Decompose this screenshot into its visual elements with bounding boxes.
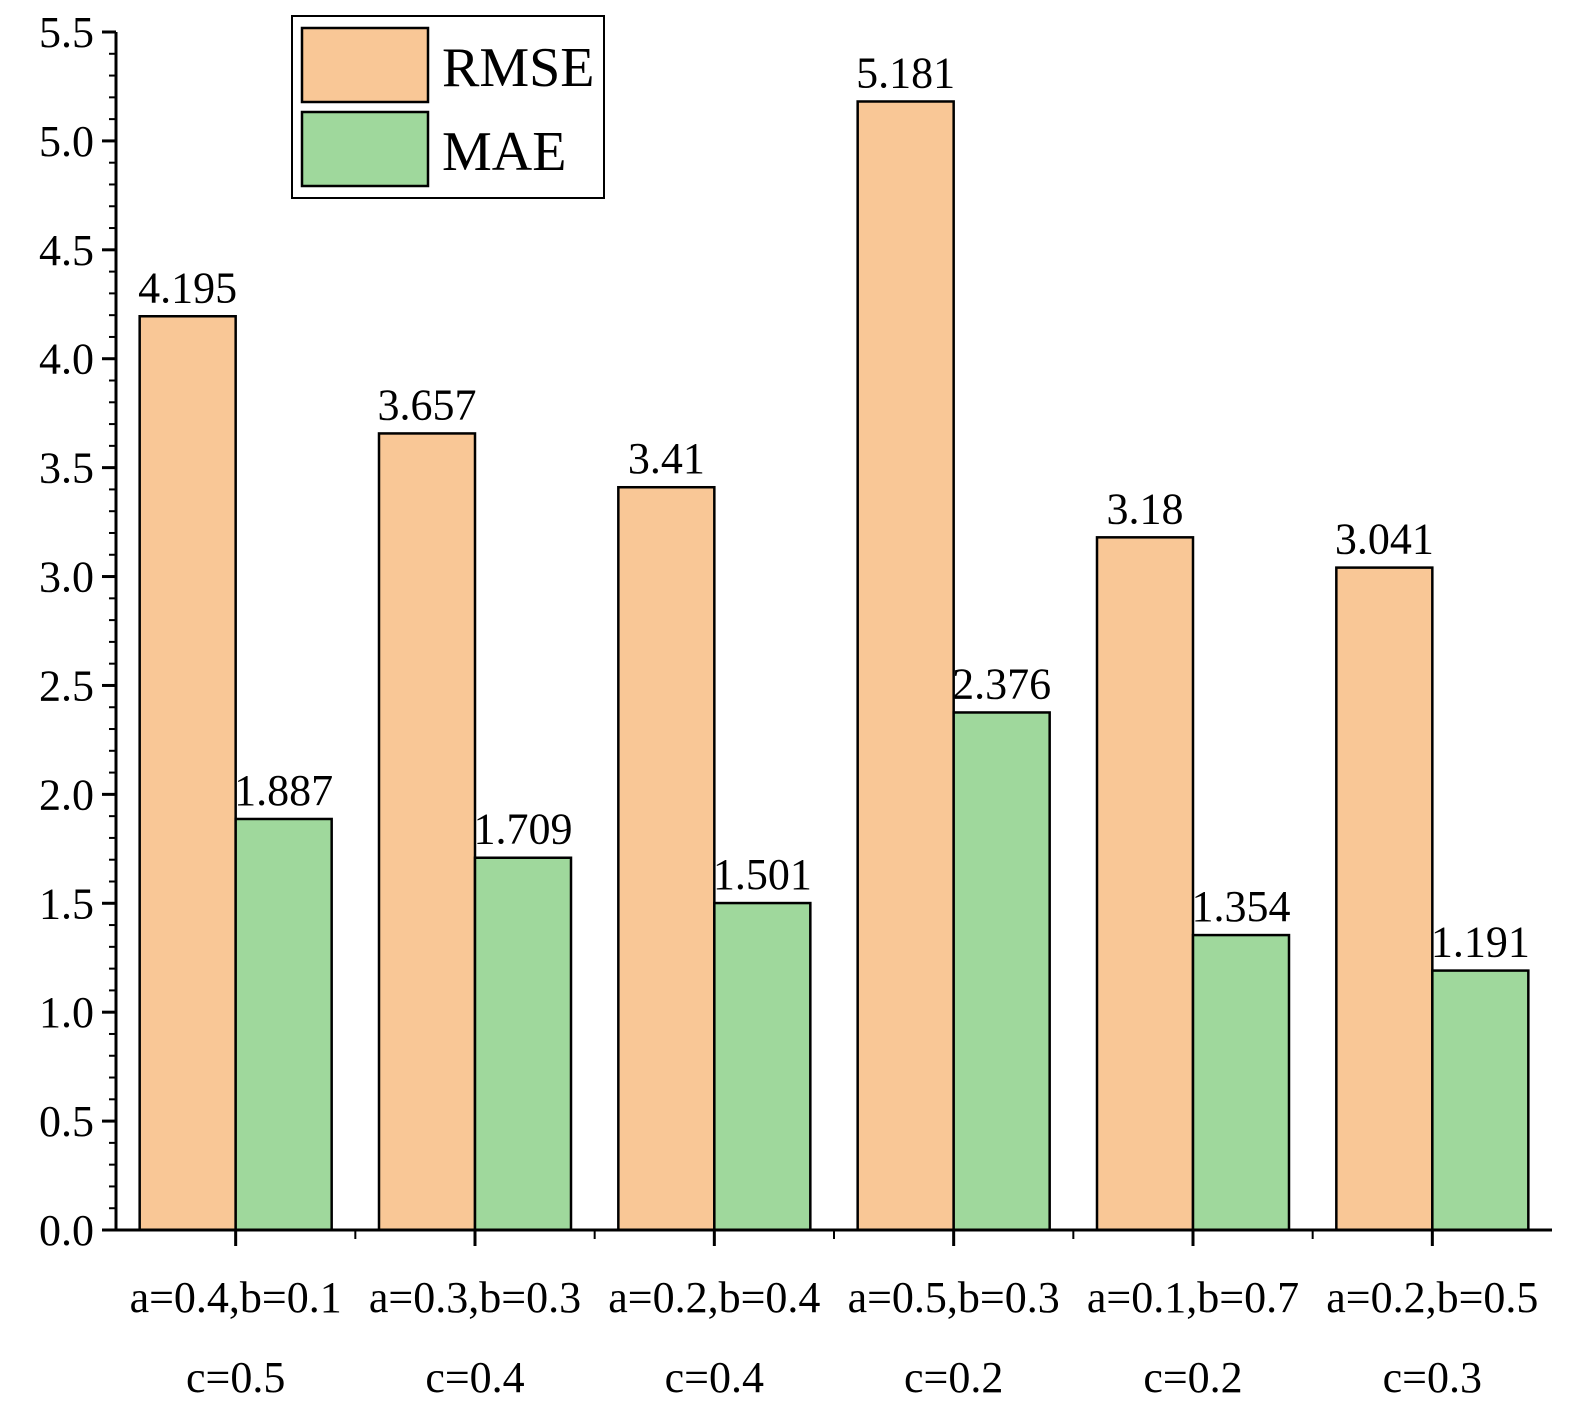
y-tick-label: 5.5 (39, 8, 94, 57)
x-tick-label-line1: a=0.5,b=0.3 (848, 1273, 1060, 1322)
legend-swatch-mae (300, 110, 430, 188)
y-tick-label: 1.5 (39, 879, 94, 928)
x-tick-label-line1: a=0.4,b=0.1 (130, 1273, 342, 1322)
bar-mae-5 (1191, 933, 1291, 1232)
x-tick-label-line2: c=0.3 (1383, 1353, 1482, 1402)
bar-mae-2 (473, 856, 573, 1232)
x-tick-label-line2: c=0.2 (904, 1353, 1003, 1402)
legend-label-mae: MAE (442, 121, 566, 183)
y-tick-label: 0.5 (39, 1097, 94, 1146)
data-label-mae-6: 1.191 (1431, 918, 1530, 967)
y-tick-label: 2.5 (39, 661, 94, 710)
y-tick-label: 2.0 (39, 770, 94, 819)
y-tick-label: 0.0 (39, 1206, 94, 1255)
data-label-mae-3: 1.501 (713, 850, 812, 899)
data-label-mae-5: 1.354 (1192, 882, 1291, 931)
x-tick-label-line1: a=0.1,b=0.7 (1087, 1273, 1299, 1322)
bar-rmse-6 (1335, 566, 1434, 1232)
data-label-mae-4: 2.376 (952, 659, 1051, 708)
bars-layer (138, 100, 1530, 1232)
data-label-rmse-5: 3.18 (1107, 484, 1184, 533)
y-tick-label: 5.0 (39, 117, 94, 166)
axes-layer: 0.0 0.5 1.0 1.5 2.0 2.5 3.0 3.5 4.0 4.5 5.0 5.5 a=0.… (39, 8, 1552, 1402)
y-tick-label: 4.5 (39, 226, 94, 275)
data-label-rmse-1: 4.195 (138, 263, 237, 312)
x-tick-label-line1: a=0.2,b=0.5 (1326, 1273, 1538, 1322)
data-label-rmse-3: 3.41 (628, 434, 705, 483)
bar-mae-3 (713, 901, 812, 1232)
data-label-mae-1: 1.887 (234, 766, 333, 815)
y-tick-label: 3.0 (39, 553, 94, 602)
data-label-mae-2: 1.709 (474, 805, 573, 854)
bar-rmse-2 (377, 432, 477, 1232)
bar-rmse-3 (617, 485, 716, 1232)
data-labels-layer: 4.195 1.887 3.657 1.709 3.41 1.501 5.181 2.376 3… (138, 48, 1530, 966)
x-tick-label-line1: a=0.2,b=0.4 (608, 1273, 820, 1322)
bar-mae-6 (1431, 969, 1530, 1232)
data-label-rmse-6: 3.041 (1335, 515, 1434, 564)
legend-swatch-rmse (300, 26, 430, 104)
x-tick-label-line2: c=0.5 (186, 1353, 285, 1402)
y-tick-label: 4.0 (39, 335, 94, 384)
x-tick-label-line2: c=0.4 (425, 1353, 524, 1402)
bar-mae-1 (234, 817, 333, 1232)
x-tick-label-line1: a=0.3,b=0.3 (369, 1273, 581, 1322)
x-tick-label-line2: c=0.2 (1143, 1353, 1242, 1402)
bar-rmse-5 (1095, 536, 1195, 1232)
legend: RMSE MAE (291, 15, 605, 199)
bar-rmse-1 (138, 315, 237, 1232)
x-tick-label-line2: c=0.4 (665, 1353, 764, 1402)
bar-mae-4 (952, 711, 1051, 1232)
data-label-rmse-2: 3.657 (378, 380, 477, 429)
y-tick-label: 1.0 (39, 988, 94, 1037)
y-tick-label: 3.5 (39, 444, 94, 493)
bar-rmse-4 (856, 100, 955, 1232)
legend-label-rmse: RMSE (442, 37, 595, 99)
data-label-rmse-4: 5.181 (856, 48, 955, 97)
